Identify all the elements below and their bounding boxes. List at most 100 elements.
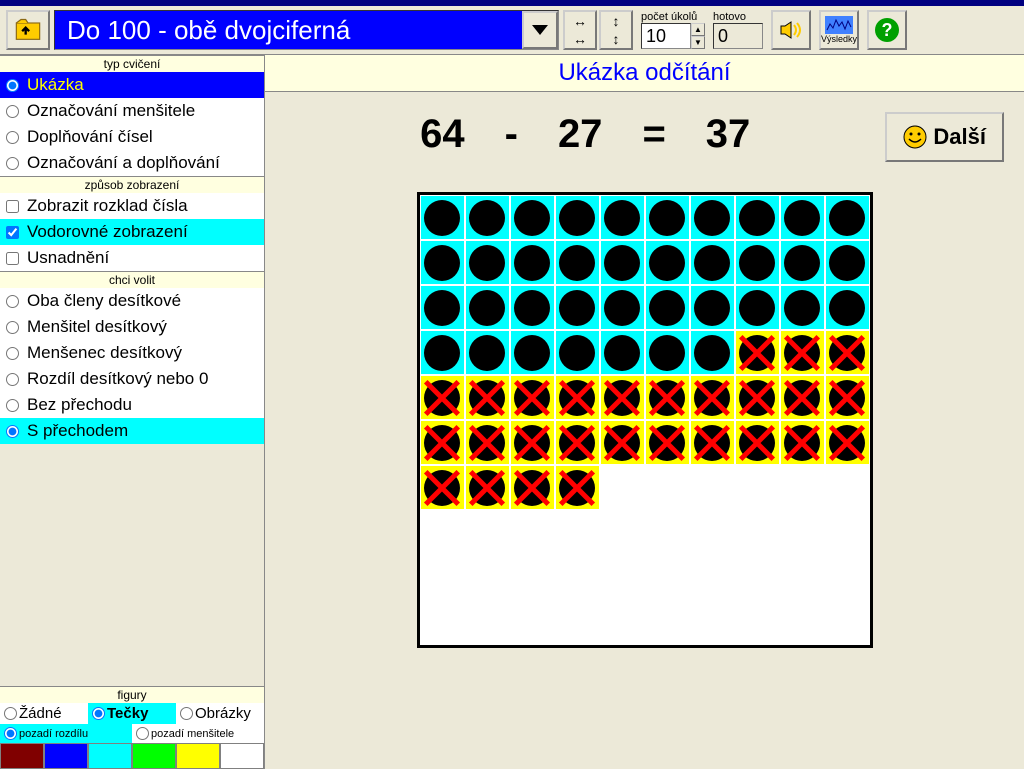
dropdown-label: Do 100 - obě dvojciferná [67, 15, 350, 46]
exercise-dropdown[interactable]: Do 100 - obě dvojciferná [54, 10, 559, 50]
grid-cell [465, 465, 510, 510]
eq-operator: - [505, 112, 518, 157]
task-count-input[interactable] [641, 23, 691, 49]
type-option-3[interactable]: Označování a doplňování [0, 150, 264, 176]
grid-cell [420, 465, 465, 510]
grid-cell [780, 555, 825, 600]
grid-cell [735, 420, 780, 465]
grid-cell [600, 240, 645, 285]
grid-cell [465, 600, 510, 645]
grid-cell [465, 195, 510, 240]
display-option-2[interactable]: Usnadnění [0, 245, 264, 271]
grid-cell [555, 240, 600, 285]
palette-swatch-3[interactable] [132, 743, 176, 769]
eq-equals: = [642, 112, 665, 157]
palette-swatch-2[interactable] [88, 743, 132, 769]
type-option-2[interactable]: Doplňování čísel [0, 124, 264, 150]
grid-cell [600, 195, 645, 240]
type-option-0[interactable]: Ukázka [0, 72, 264, 98]
palette-swatch-1[interactable] [44, 743, 88, 769]
grid-cell [420, 420, 465, 465]
grid-cell [735, 555, 780, 600]
home-button[interactable] [6, 10, 50, 50]
grid-cell [510, 555, 555, 600]
grid-cell [420, 555, 465, 600]
grid-cell [645, 510, 690, 555]
grid-cell [780, 285, 825, 330]
sound-button[interactable] [771, 10, 811, 50]
grid-cell [645, 555, 690, 600]
choice-option-4[interactable]: Bez přechodu [0, 392, 264, 418]
sidebar: typ cvičení UkázkaOznačování menšiteleDo… [0, 55, 265, 769]
task-count-spinner[interactable]: ▲▼ [691, 23, 705, 49]
grid-cell [735, 240, 780, 285]
choice-option-1[interactable]: Menšitel desítkový [0, 314, 264, 340]
figury-option-1[interactable]: Tečky [88, 703, 176, 724]
task-count: počet úkolů ▲▼ [641, 11, 705, 49]
grid-cell [465, 510, 510, 555]
grid-cell [555, 600, 600, 645]
next-button[interactable]: Další [885, 112, 1004, 162]
grid-cell [735, 510, 780, 555]
grid-cell [645, 420, 690, 465]
grid-cell [735, 195, 780, 240]
choice-option-0[interactable]: Oba členy desítkové [0, 288, 264, 314]
section-title-display: způsob zobrazení [0, 176, 264, 193]
bg-option-0[interactable]: pozadí rozdílu [0, 724, 132, 743]
grid-cell [690, 285, 735, 330]
grid-cell [555, 195, 600, 240]
choice-option-2[interactable]: Menšenec desítkový [0, 340, 264, 366]
grid-cell [555, 465, 600, 510]
bg-option-1[interactable]: pozadí menšitele [132, 724, 264, 743]
nav-vert[interactable]: ↕↕ [599, 10, 633, 50]
section-title-type: typ cvičení [0, 55, 264, 72]
grid-cell [690, 240, 735, 285]
section-title-figury: figury [0, 686, 264, 703]
display-option-1[interactable]: Vodorovné zobrazení [0, 219, 264, 245]
grid-cell [465, 330, 510, 375]
grid-cell [690, 330, 735, 375]
help-button[interactable]: ? [867, 10, 907, 50]
grid-cell [690, 600, 735, 645]
toolbar: Do 100 - obě dvojciferná ↔↔ ↕↕ počet úko… [0, 6, 1024, 55]
grid-cell [825, 375, 870, 420]
grid-cell [645, 240, 690, 285]
results-label: Výsledky [821, 34, 857, 44]
results-button[interactable]: Výsledky [819, 10, 859, 50]
type-option-1[interactable]: Označování menšitele [0, 98, 264, 124]
palette-swatch-4[interactable] [176, 743, 220, 769]
grid-cell [510, 600, 555, 645]
grid-cell [555, 420, 600, 465]
grid-cell [735, 330, 780, 375]
grid-cell [780, 195, 825, 240]
grid-cell [420, 375, 465, 420]
palette-swatch-0[interactable] [0, 743, 44, 769]
dropdown-arrow-icon[interactable] [522, 11, 558, 49]
choice-option-3[interactable]: Rozdíl desítkový nebo 0 [0, 366, 264, 392]
grid-cell [420, 285, 465, 330]
palette-swatch-5[interactable] [220, 743, 264, 769]
grid-cell [825, 195, 870, 240]
choice-option-5[interactable]: S přechodem [0, 418, 264, 444]
figury-option-0[interactable]: Žádné [0, 703, 88, 724]
grid-cell [465, 555, 510, 600]
grid-cell [825, 555, 870, 600]
display-option-0[interactable]: Zobrazit rozklad čísla [0, 193, 264, 219]
grid-cell [600, 465, 645, 510]
grid-cell [780, 420, 825, 465]
grid-cell [645, 600, 690, 645]
eq-subtrahend: 27 [558, 112, 603, 157]
nav-horiz[interactable]: ↔↔ [563, 10, 597, 50]
grid-cell [420, 510, 465, 555]
grid-cell [420, 195, 465, 240]
grid-cell [645, 195, 690, 240]
grid-cell [780, 600, 825, 645]
grid-cell [690, 510, 735, 555]
figury-option-2[interactable]: Obrázky [176, 703, 264, 724]
grid-cell [510, 285, 555, 330]
done-count: hotovo [713, 11, 763, 49]
grid-cell [465, 285, 510, 330]
grid-cell [690, 420, 735, 465]
grid-cell [555, 510, 600, 555]
task-count-label: počet úkolů [641, 11, 697, 23]
